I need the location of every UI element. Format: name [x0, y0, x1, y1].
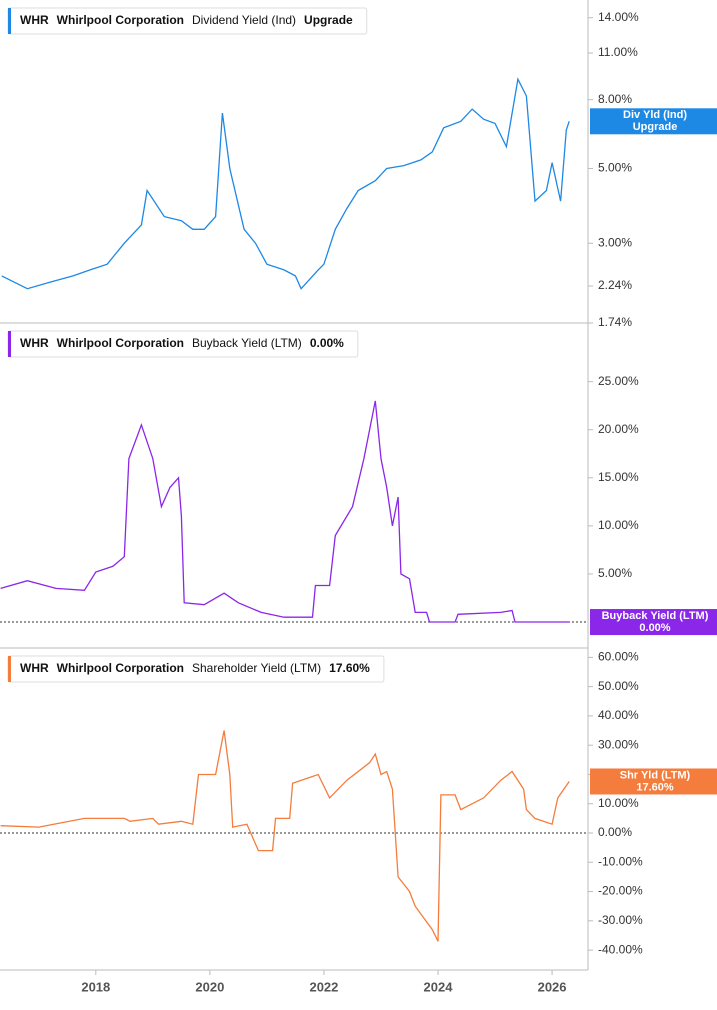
y-tick-label: 5.00%	[598, 161, 632, 175]
flag-value: 0.00%	[639, 622, 670, 634]
x-tick-label: 2024	[424, 979, 454, 994]
y-tick-label: 40.00%	[598, 708, 639, 722]
flag-label: Shr Yld (LTM)	[620, 769, 691, 781]
series-line	[0, 400, 570, 623]
legend: WHR Whirlpool Corporation Dividend Yield (…	[7, 7, 368, 35]
y-tick-label: 3.00%	[598, 235, 632, 249]
x-tick-label: 2020	[195, 979, 224, 994]
legend-text: WHR	[20, 13, 49, 27]
legend-text: Upgrade	[304, 13, 353, 27]
y-tick-label: -30.00%	[598, 913, 643, 927]
x-tick-label: 2022	[309, 979, 338, 994]
legend-text: Dividend Yield (Ind)	[192, 13, 296, 27]
y-tick-label: -20.00%	[598, 884, 643, 898]
flag-value: Upgrade	[633, 121, 678, 133]
flag-value: 17.60%	[636, 781, 674, 793]
value-flag	[590, 609, 717, 636]
value-flag	[590, 768, 717, 795]
legend-text: WHR	[20, 661, 49, 675]
y-tick-label: -10.00%	[598, 854, 643, 868]
y-tick-label: 0.00%	[598, 825, 632, 839]
x-tick-label: 2018	[81, 979, 110, 994]
x-tick-label: 2026	[538, 979, 567, 994]
legend-swatch	[8, 331, 11, 357]
legend-text: Whirlpool Corporation	[57, 661, 184, 675]
legend-text: Shareholder Yield (LTM)	[192, 661, 321, 675]
y-tick-label: 20.00%	[598, 422, 639, 436]
y-tick-label: 60.00%	[598, 650, 639, 664]
legend-text: 0.00%	[310, 336, 344, 350]
y-tick-label: 25.00%	[598, 374, 639, 388]
legend-text: Whirlpool Corporation	[57, 13, 184, 27]
y-tick-label: -40.00%	[598, 942, 643, 956]
legend: WHR Whirlpool Corporation Buyback Yield (L…	[7, 330, 359, 358]
y-tick-label: 14.00%	[598, 10, 639, 24]
y-tick-label: 10.00%	[598, 796, 639, 810]
y-tick-label: 15.00%	[598, 470, 639, 484]
legend: WHR Whirlpool Corporation Shareholder Yiel…	[7, 655, 385, 683]
flag-label: Buyback Yield (LTM)	[602, 610, 709, 622]
legend-text: WHR	[20, 336, 49, 350]
y-tick-label: 1.74%	[598, 315, 632, 329]
series-line	[0, 730, 570, 942]
y-tick-label: 8.00%	[598, 92, 632, 106]
series-line	[1, 77, 570, 290]
y-tick-label: 5.00%	[598, 566, 632, 580]
flag-label: Div Yld (Ind)	[623, 109, 687, 121]
y-tick-label: 30.00%	[598, 737, 639, 751]
legend-swatch	[8, 8, 11, 34]
value-flag	[590, 108, 717, 135]
y-tick-label: 11.00%	[598, 45, 638, 59]
legend-text: 17.60%	[329, 661, 370, 675]
y-tick-label: 2.24%	[598, 278, 632, 292]
y-tick-label: 10.00%	[598, 518, 639, 532]
legend-text: Buyback Yield (LTM)	[192, 336, 302, 350]
legend-text: Whirlpool Corporation	[57, 336, 184, 350]
y-tick-label: 50.00%	[598, 679, 639, 693]
legend-swatch	[8, 656, 11, 682]
